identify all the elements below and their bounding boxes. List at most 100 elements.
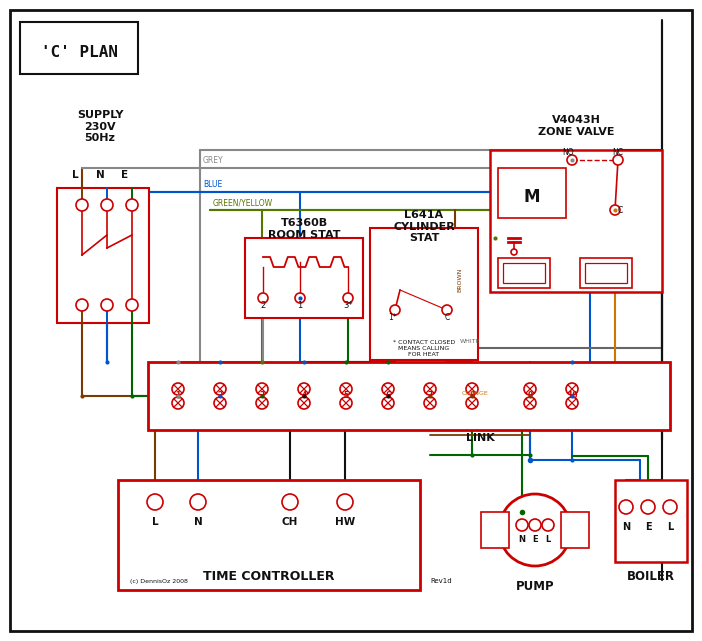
Circle shape [610, 205, 620, 215]
Text: NO: NO [562, 148, 574, 157]
Circle shape [529, 519, 541, 531]
Bar [580, 258, 632, 288]
Circle shape [340, 397, 352, 409]
Text: GREEN/YELLOW: GREEN/YELLOW [213, 198, 273, 207]
Text: 6: 6 [385, 392, 390, 401]
Text: N: N [194, 517, 202, 527]
Text: L: L [152, 517, 159, 527]
Circle shape [295, 293, 305, 303]
Circle shape [424, 383, 436, 395]
Text: 3: 3 [259, 392, 265, 401]
Text: 1: 1 [298, 301, 303, 310]
Circle shape [619, 500, 633, 514]
Text: GREY: GREY [203, 156, 224, 165]
Text: 1: 1 [176, 392, 180, 401]
Circle shape [382, 397, 394, 409]
Circle shape [126, 199, 138, 211]
Text: L: L [667, 522, 673, 532]
Circle shape [424, 397, 436, 409]
Circle shape [172, 383, 184, 395]
Text: L641A
CYLINDER
STAT: L641A CYLINDER STAT [393, 210, 455, 243]
Bar [498, 168, 566, 218]
Text: 2: 2 [218, 392, 223, 401]
Circle shape [101, 299, 113, 311]
Text: C: C [444, 313, 449, 322]
Bar [118, 480, 420, 590]
Bar [245, 238, 363, 318]
Circle shape [126, 299, 138, 311]
Text: 9: 9 [527, 392, 533, 401]
Text: 1*: 1* [389, 313, 397, 322]
Circle shape [542, 519, 554, 531]
Circle shape [214, 383, 226, 395]
Circle shape [382, 383, 394, 395]
Circle shape [524, 383, 536, 395]
Text: 4: 4 [301, 392, 307, 401]
Text: Rev1d: Rev1d [430, 578, 451, 584]
Bar [585, 263, 627, 283]
Text: BOILER: BOILER [627, 570, 675, 583]
Bar [490, 150, 662, 292]
Circle shape [172, 397, 184, 409]
Text: C: C [618, 206, 623, 215]
Text: PUMP: PUMP [516, 580, 555, 593]
Circle shape [282, 494, 298, 510]
Text: E: E [532, 535, 538, 544]
Text: T6360B
ROOM STAT: T6360B ROOM STAT [267, 218, 340, 240]
Circle shape [641, 500, 655, 514]
Text: HW: HW [335, 517, 355, 527]
Text: TIME CONTROLLER: TIME CONTROLLER [204, 569, 335, 583]
Circle shape [566, 383, 578, 395]
Circle shape [298, 397, 310, 409]
Text: (c) DennisOz 2008: (c) DennisOz 2008 [130, 579, 188, 584]
Circle shape [340, 383, 352, 395]
Text: L: L [545, 535, 550, 544]
Circle shape [466, 397, 478, 409]
Text: 5: 5 [343, 392, 349, 401]
Circle shape [147, 494, 163, 510]
Text: WHITE: WHITE [460, 339, 480, 344]
Bar [561, 512, 589, 548]
Bar [503, 263, 545, 283]
Bar [498, 258, 550, 288]
Text: M: M [524, 188, 541, 206]
Text: BROWN: BROWN [457, 268, 462, 292]
Circle shape [256, 397, 268, 409]
Circle shape [298, 383, 310, 395]
Circle shape [337, 494, 353, 510]
Circle shape [258, 293, 268, 303]
Circle shape [524, 397, 536, 409]
Text: N: N [95, 170, 105, 180]
Text: 'C' PLAN: 'C' PLAN [41, 44, 117, 60]
Bar [370, 228, 478, 360]
Text: * CONTACT CLOSED
MEANS CALLING
FOR HEAT: * CONTACT CLOSED MEANS CALLING FOR HEAT [393, 340, 455, 356]
Circle shape [76, 199, 88, 211]
Ellipse shape [499, 494, 571, 566]
Circle shape [567, 155, 577, 165]
Circle shape [101, 199, 113, 211]
Bar [20, 22, 138, 74]
Bar [615, 480, 687, 562]
Text: 10: 10 [567, 392, 577, 401]
Text: 3*: 3* [343, 301, 353, 310]
Circle shape [190, 494, 206, 510]
Circle shape [390, 305, 400, 315]
Circle shape [511, 249, 517, 255]
Circle shape [516, 519, 528, 531]
Text: N: N [622, 522, 630, 532]
Bar [481, 512, 509, 548]
Text: NC: NC [612, 148, 623, 157]
Circle shape [76, 299, 88, 311]
Text: BLUE: BLUE [203, 180, 223, 189]
Circle shape [214, 397, 226, 409]
Text: 2: 2 [260, 301, 265, 310]
Circle shape [256, 383, 268, 395]
Text: L: L [72, 170, 79, 180]
Text: CH: CH [282, 517, 298, 527]
Text: ORANGE: ORANGE [462, 391, 489, 396]
Text: LINK: LINK [465, 433, 494, 443]
Circle shape [566, 397, 578, 409]
Circle shape [343, 293, 353, 303]
Bar [148, 362, 670, 430]
Text: 8: 8 [470, 392, 475, 401]
